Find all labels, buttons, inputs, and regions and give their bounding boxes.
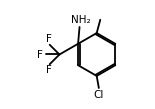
Text: F: F [38, 49, 43, 60]
Text: Cl: Cl [94, 90, 104, 100]
Text: F: F [46, 65, 52, 75]
Text: NH₂: NH₂ [71, 15, 91, 25]
Text: F: F [46, 34, 52, 44]
